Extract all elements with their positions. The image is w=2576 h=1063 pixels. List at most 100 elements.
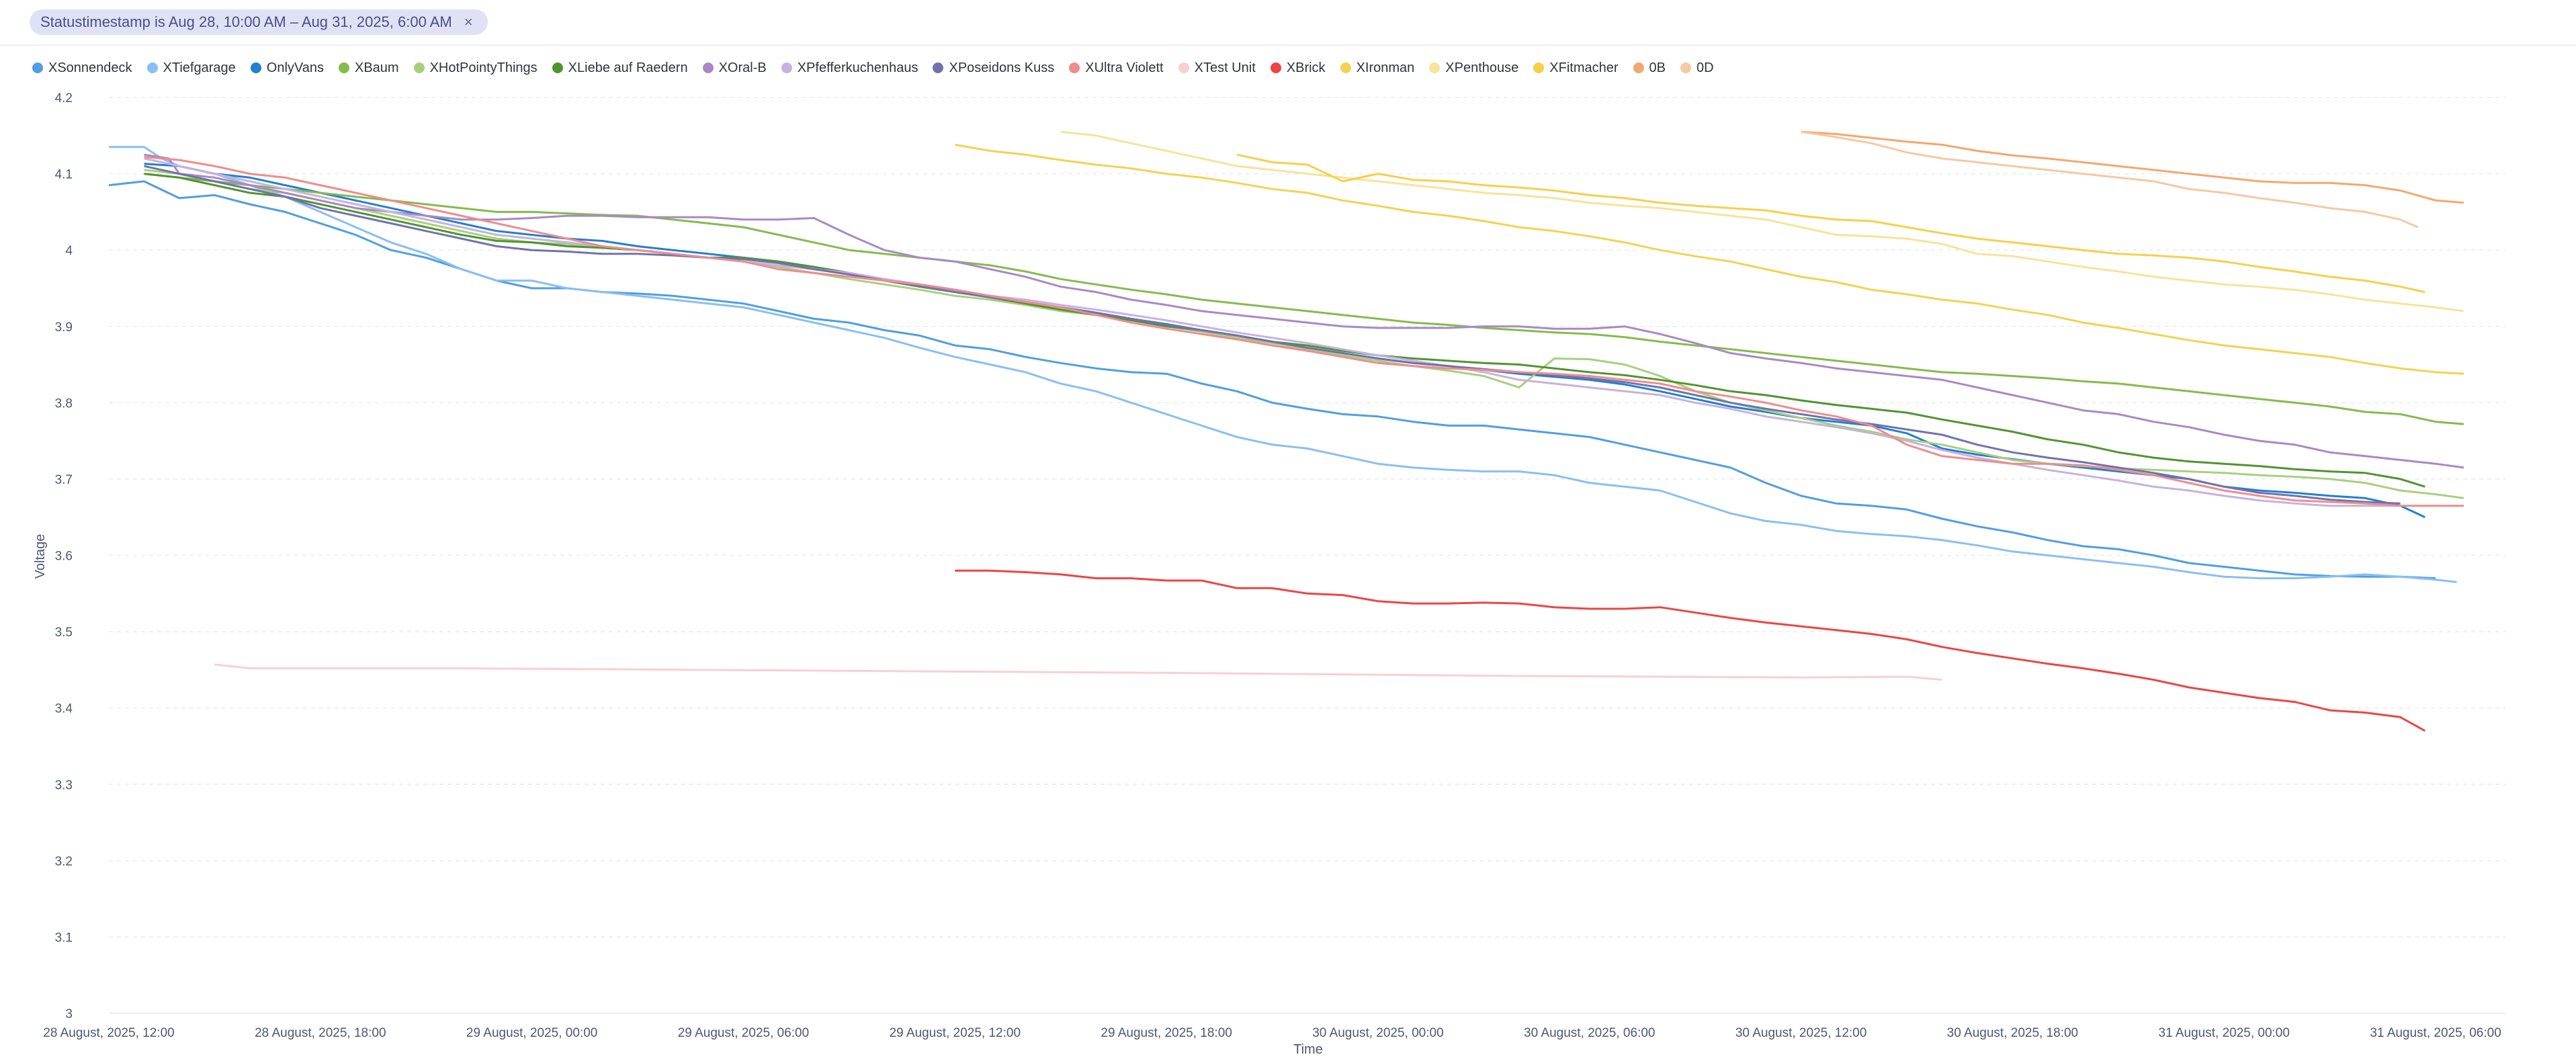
x-axis-ticks: 28 August, 2025, 12:00 28 August, 2025, 1… [43,1026,2501,1040]
legend-item-onlyvans[interactable]: OnlyVans [250,60,324,76]
x-tick-label: 30 August, 2025, 06:00 [1524,1026,1655,1040]
y-tick-label: 3.7 [55,473,73,487]
legend-item-0b[interactable]: 0B [1633,60,1666,76]
legend-dot [1533,62,1545,73]
legend-label: XPfefferkuchenhaus [797,60,918,75]
legend-dot [1680,62,1691,73]
legend-label: XPoseidons Kuss [949,60,1055,75]
filter-bar: Statustimestamp is Aug 28, 10:00 AM – Au… [0,0,2576,46]
series-line-xposeidons-kuss[interactable] [144,165,2401,505]
legend-dot [1633,62,1644,73]
legend-label: OnlyVans [266,60,324,75]
legend-label: 0B [1649,60,1666,75]
legend-dot [413,62,425,73]
filter-label: Statustimestamp is Aug 28, 10:00 AM – Au… [40,13,452,30]
series-line-0d[interactable] [1801,130,2419,228]
filter-pill[interactable]: Statustimestamp is Aug 28, 10:00 AM – Au… [30,9,488,35]
legend-label: XBaum [355,60,399,75]
legend-dot [552,62,563,73]
x-tick-label: 30 August, 2025, 18:00 [1947,1026,2078,1040]
legend-label: XBrick [1286,60,1326,75]
series-line-xbaum[interactable] [144,173,2464,425]
legend-item-xpfefferkuchenhaus[interactable]: XPfefferkuchenhaus [781,60,918,76]
y-tick-label: 4.2 [55,91,73,105]
legend-item-xsonnendeck[interactable]: XSonnendeck [32,60,132,76]
legend-item-xironman[interactable]: XIronman [1340,60,1415,76]
legend-item-xtest-unit[interactable]: XTest Unit [1178,60,1256,76]
y-axis-label: Voltage [33,534,48,579]
y-tick-label: 3.1 [55,931,73,945]
legend-item-xbrick[interactable]: XBrick [1270,60,1326,76]
series-line-xpfefferkuchenhaus[interactable] [144,157,2401,507]
series-line-xpenthouse[interactable] [1060,130,2464,312]
x-tick-label: 28 August, 2025, 12:00 [43,1026,174,1040]
legend-item-xultra-violett[interactable]: XUltra Violett [1069,60,1164,76]
series-line-xfitmacher[interactable] [1236,153,2425,294]
series-line-xtest-unit[interactable] [214,663,1942,681]
series-line-xsonnendeck[interactable] [108,180,2436,580]
legend-item-xliebe-auf-raedern[interactable]: XLiebe auf Raedern [552,60,688,76]
y-tick-label: 3.9 [55,321,73,335]
series-line-xironman[interactable] [955,143,2464,375]
x-tick-label: 30 August, 2025, 12:00 [1735,1026,1866,1040]
legend-item-xpenthouse[interactable]: XPenthouse [1429,60,1518,76]
x-tick-label: 29 August, 2025, 00:00 [466,1026,597,1040]
legend-dot [32,62,43,73]
x-tick-label: 31 August, 2025, 00:00 [2159,1026,2290,1040]
close-icon[interactable]: × [464,13,473,30]
legend-label: XTiefgarage [163,60,236,75]
series-line-xoral-b[interactable] [144,153,2464,469]
x-tick-label: 29 August, 2025, 18:00 [1101,1026,1232,1040]
legend-item-xbaum[interactable]: XBaum [339,60,399,76]
series-line-xbrick[interactable] [955,569,2426,732]
legend-dot [781,62,792,73]
x-tick-label: 28 August, 2025, 18:00 [255,1026,386,1040]
legend-label: XPenthouse [1445,60,1519,75]
legend-label: XHotPointyThings [429,60,538,75]
legend-dot [250,62,261,73]
legend-item-0d[interactable]: 0D [1680,60,1714,76]
x-tick-label: 29 August, 2025, 12:00 [890,1026,1021,1040]
legend-label: XOral-B [718,60,767,75]
series-lines [108,130,2464,732]
x-axis-label: Time [1293,1042,1323,1057]
legend-dot [339,62,349,73]
legend-dot [1178,62,1189,73]
legend-dot [1270,62,1281,73]
legend-dot [146,62,158,73]
chart-legend: XSonnendeck XTiefgarage OnlyVans XBaum XHotP… [32,56,2559,79]
legend-label: 0D [1696,60,1714,75]
legend-label: XIronman [1356,60,1415,75]
legend-item-xoral-b[interactable]: XOral-B [702,60,767,76]
y-tick-label: 3 [65,1007,73,1021]
legend-item-xposeidons-kuss[interactable]: XPoseidons Kuss [933,60,1054,76]
line-chart: 3 3.1 3.2 3.3 3.4 3.5 3.6 3.7 3.8 3.9 4 4.1 4.2 28 A… [33,91,2506,1057]
x-tick-label: 30 August, 2025, 00:00 [1312,1026,1443,1040]
y-tick-label: 3.2 [55,855,73,869]
series-line-0b[interactable] [1801,130,2464,204]
gridlines [109,97,2506,1014]
y-tick-label: 4 [65,244,73,258]
legend-dot [1429,62,1441,73]
x-tick-label: 31 August, 2025, 06:00 [2370,1026,2501,1040]
series-line-xtiefgarage[interactable] [109,146,2457,583]
legend-label: XSonnendeck [48,60,132,75]
legend-dot [1069,62,1080,73]
y-tick-label: 3.5 [55,626,73,640]
series-line-xliebe-auf-raedern[interactable] [144,173,2425,488]
legend-item-xtiefgarage[interactable]: XTiefgarage [146,60,236,76]
legend-dot [702,62,714,73]
y-axis-ticks: 3 3.1 3.2 3.3 3.4 3.5 3.6 3.7 3.8 3.9 4 4.1 4.2 [55,91,73,1021]
legend-dot [1340,62,1351,73]
legend-dot [933,62,944,73]
legend-item-xfitmacher[interactable]: XFitmacher [1533,60,1619,76]
legend-item-xhotpointythings[interactable]: XHotPointyThings [413,60,538,76]
y-tick-label: 4.1 [55,168,73,182]
series-line-xultra-violett[interactable] [144,156,2464,507]
y-tick-label: 3.4 [55,702,73,716]
y-tick-label: 3.3 [55,778,73,792]
legend-label: XTest Unit [1194,60,1256,75]
legend-label: XUltra Violett [1085,60,1164,75]
y-tick-label: 3.6 [55,550,73,564]
legend-label: XFitmacher [1549,60,1619,75]
